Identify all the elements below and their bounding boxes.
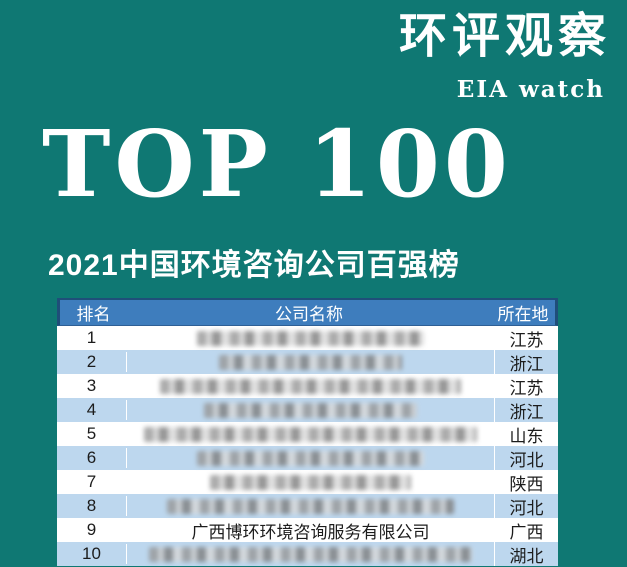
company-cell [127, 350, 495, 374]
rank-cell: 7 [57, 472, 127, 492]
rank-cell: 5 [57, 424, 127, 444]
company-cell [127, 326, 495, 350]
company-cell [127, 422, 495, 446]
rank-cell: 6 [57, 448, 127, 468]
location-cell: 湖北 [509, 546, 544, 566]
table-row: 4 浙江 [57, 398, 558, 422]
rank-cell: 1 [57, 328, 127, 348]
table-row: 1 江苏 [57, 326, 558, 350]
table-body: 1 江苏 2 浙江 3 江苏 4 浙江 5 山东 6 河北 7 陕西 8 河北 [57, 326, 558, 566]
company-cell [127, 494, 495, 518]
redacted-company-bar [167, 498, 454, 514]
table-row: 6 河北 [57, 446, 558, 470]
location-cell: 陕西 [509, 474, 544, 494]
column-header-rank: 排名 [76, 305, 111, 324]
column-header-location: 所在地 [497, 305, 549, 324]
table-header-row: 排名 公司名称 所在地 [57, 298, 558, 326]
redacted-company-bar [143, 426, 478, 442]
company-cell [127, 398, 495, 422]
redacted-company-bar [218, 354, 403, 370]
rank-cell: 10 [57, 544, 127, 564]
location-cell: 广西 [509, 522, 544, 542]
brand-title: 环评观察 [398, 8, 611, 64]
column-header-company: 公司名称 [275, 305, 343, 324]
company-cell [127, 446, 495, 470]
redacted-company-bar [209, 474, 412, 490]
hero-subtitle: 2021中国环境咨询公司百强榜 [48, 249, 460, 282]
table-row: 5 山东 [57, 422, 558, 446]
table-row: 7 陕西 [57, 470, 558, 494]
location-cell: 浙江 [509, 354, 544, 374]
redacted-company-bar [149, 546, 472, 562]
location-cell: 河北 [509, 498, 544, 518]
table-row: 8 河北 [57, 494, 558, 518]
location-cell: 山东 [509, 426, 544, 446]
ranking-table: 排名 公司名称 所在地 1 江苏 2 浙江 3 江苏 4 浙江 5 山东 6 河… [57, 298, 558, 566]
redacted-company-bar [204, 402, 417, 418]
location-cell: 江苏 [509, 378, 544, 398]
location-cell: 河北 [509, 450, 544, 470]
redacted-company-bar [160, 378, 461, 394]
location-cell: 江苏 [509, 330, 544, 350]
hero-title: TOP 100 [42, 110, 512, 218]
location-cell: 浙江 [509, 402, 544, 422]
table-row: 3 江苏 [57, 374, 558, 398]
rank-cell: 2 [57, 352, 127, 372]
rank-cell: 8 [57, 496, 127, 516]
company-cell [127, 542, 495, 566]
table-row: 2 浙江 [57, 350, 558, 374]
table-row: 9 广西博环环境咨询服务有限公司 广西 [57, 518, 558, 542]
rank-cell: 3 [57, 376, 127, 396]
rank-cell: 9 [57, 520, 127, 540]
company-cell [127, 374, 495, 398]
table-row: 10 湖北 [57, 542, 558, 566]
redacted-company-bar [196, 450, 425, 466]
brand-subtitle: EIA watch [456, 76, 605, 103]
company-cell: 广西博环环境咨询服务有限公司 [127, 518, 495, 542]
rank-cell: 4 [57, 400, 127, 420]
company-cell [127, 470, 495, 494]
redacted-company-bar [196, 330, 425, 346]
